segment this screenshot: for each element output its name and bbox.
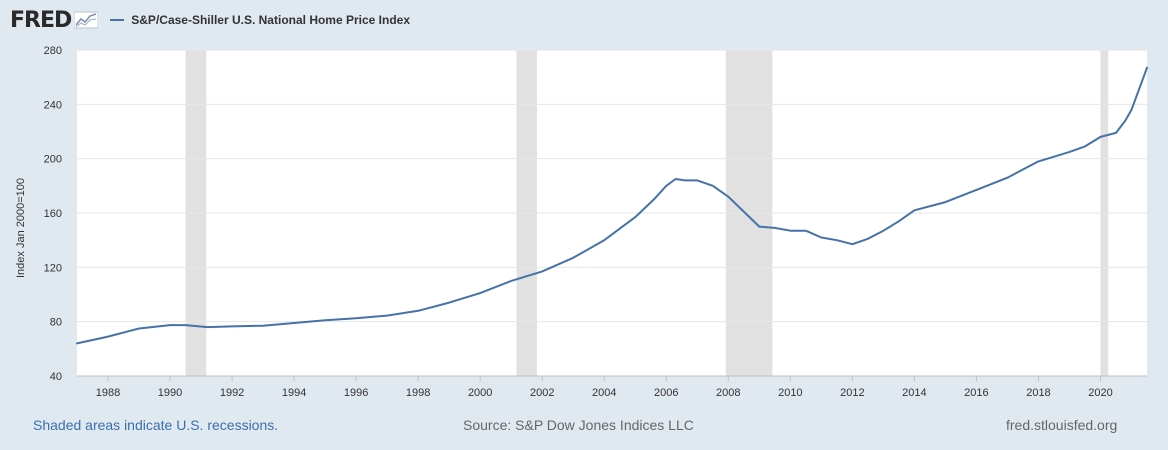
legend-swatch (110, 19, 125, 21)
y-tick-label: 80 (50, 317, 62, 329)
site-url[interactable]: fred.stlouisfed.org (1006, 417, 1118, 433)
legend-label: S&P/Case-Shiller U.S. National Home Pric… (131, 13, 411, 27)
x-tick-label: 2008 (716, 387, 740, 399)
y-tick-label: 280 (44, 45, 62, 57)
x-tick-label: 2000 (468, 387, 492, 399)
x-tick-label: 1992 (220, 387, 244, 399)
fred-logo[interactable]: FRED (10, 7, 72, 33)
recession-note-link[interactable]: Shaded areas indicate U.S. recessions. (33, 417, 279, 433)
chart-header: FRED S&P/Case-Shiller U.S. National Home… (10, 6, 410, 34)
x-tick-label: 2002 (530, 387, 554, 399)
y-tick-label: 200 (44, 154, 62, 166)
source-note: Source: S&P Dow Jones Indices LLC (463, 417, 694, 433)
x-tick-label: 2006 (654, 387, 678, 399)
x-tick-label: 1996 (344, 387, 368, 399)
fred-logo-graph-icon (74, 11, 99, 29)
x-tick-label: 2010 (778, 387, 802, 399)
y-tick-label: 40 (50, 371, 62, 383)
x-tick-label: 1988 (96, 387, 120, 399)
y-tick-label: 120 (44, 262, 62, 274)
x-tick-label: 2016 (964, 387, 988, 399)
x-tick-label: 1998 (406, 387, 430, 399)
x-tick-label: 2020 (1088, 387, 1112, 399)
x-tick-label: 1990 (158, 387, 182, 399)
x-tick-label: 2014 (902, 387, 926, 399)
x-tick-label: 2004 (592, 387, 616, 399)
y-axis-label: Index Jan 2000=100 (15, 178, 27, 278)
legend[interactable]: S&P/Case-Shiller U.S. National Home Pric… (110, 13, 410, 27)
x-tick-label: 1994 (282, 387, 306, 399)
series-line (76, 66, 1148, 345)
y-tick-label: 240 (44, 99, 62, 111)
x-tick-label: 2012 (840, 387, 864, 399)
x-tick-label: 2018 (1026, 387, 1050, 399)
y-tick-label: 160 (44, 208, 62, 220)
